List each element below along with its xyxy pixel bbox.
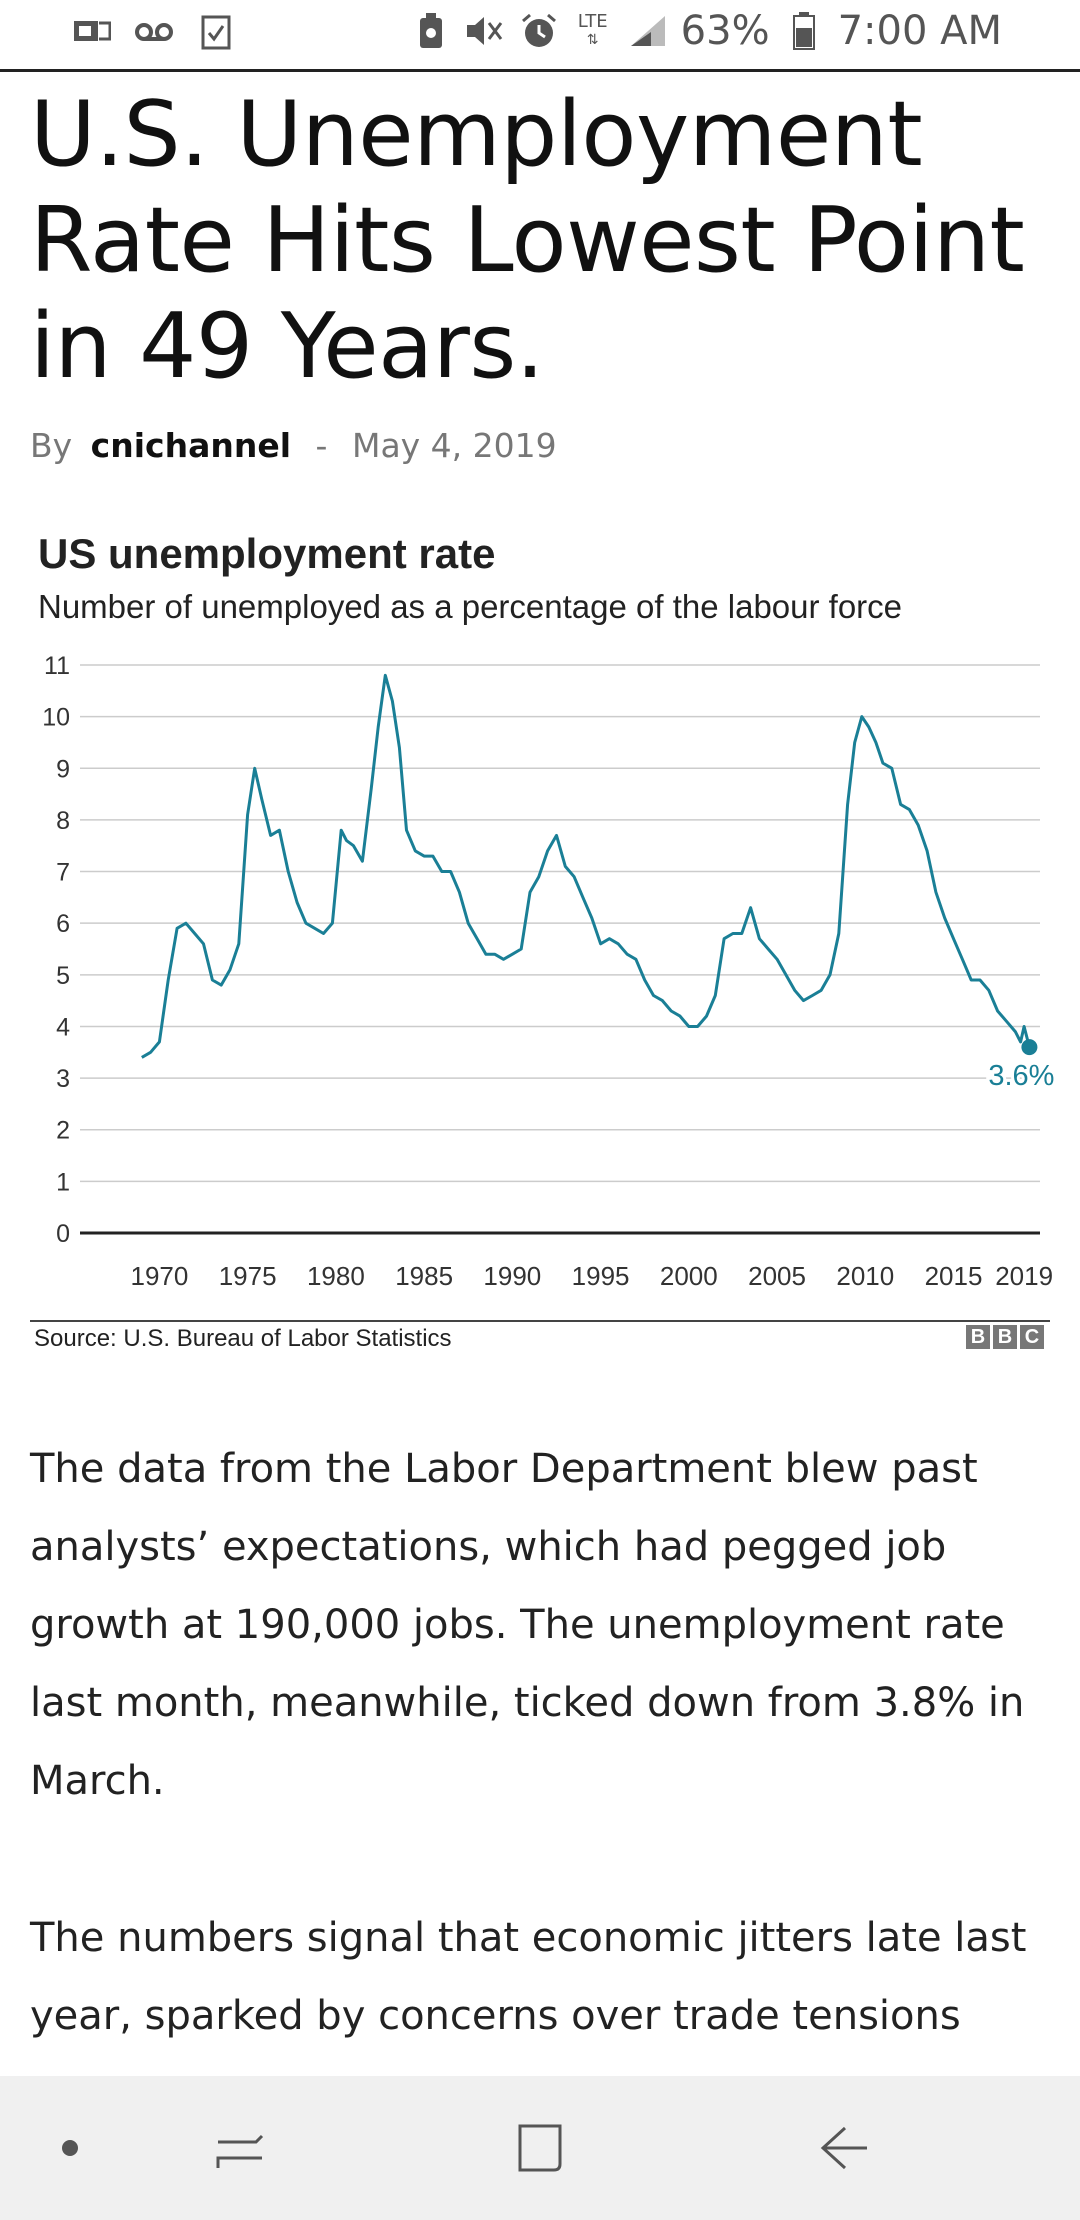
y-tick-label: 4 bbox=[56, 1013, 70, 1041]
y-tick-label: 10 bbox=[42, 704, 70, 732]
x-tick-label: 2019 bbox=[995, 1261, 1053, 1291]
lte-icon: LTE ⇅ bbox=[577, 11, 608, 49]
x-tick-label: 2015 bbox=[925, 1261, 983, 1291]
x-tick-label: 1975 bbox=[219, 1261, 277, 1291]
signal-icon bbox=[627, 11, 667, 51]
back-icon[interactable] bbox=[795, 2076, 895, 2220]
chart-bottom-rule bbox=[30, 1320, 1050, 1322]
x-tick-label: 1995 bbox=[572, 1261, 630, 1291]
article-headline: U.S. Unemployment Rate Hits Lowest Point… bbox=[30, 82, 1025, 399]
y-tick-label: 11 bbox=[44, 652, 70, 680]
byline-separator: - bbox=[315, 426, 328, 465]
dot-indicator-icon[interactable] bbox=[40, 2076, 100, 2220]
y-tick-label: 7 bbox=[56, 859, 70, 887]
clock: 7:00 AM bbox=[837, 8, 1002, 54]
x-tick-label: 1985 bbox=[395, 1261, 453, 1291]
alarm-icon bbox=[519, 11, 559, 51]
y-tick-label: 3 bbox=[56, 1065, 70, 1093]
y-tick-label: 6 bbox=[56, 910, 70, 938]
x-tick-label: 2010 bbox=[836, 1261, 894, 1291]
logo-letter: B bbox=[966, 1325, 990, 1349]
publish-date: May 4, 2019 bbox=[351, 426, 557, 465]
battery-icon bbox=[784, 11, 824, 51]
home-icon[interactable] bbox=[490, 2076, 590, 2220]
y-tick-label: 2 bbox=[56, 1117, 70, 1145]
bbc-logo: B B C bbox=[966, 1325, 1044, 1349]
navigation-bar bbox=[0, 2076, 1080, 2220]
by-label: By bbox=[30, 426, 73, 465]
y-tick-label: 9 bbox=[56, 755, 70, 783]
chart-title: US unemployment rate bbox=[38, 530, 496, 577]
y-tick-label: 1 bbox=[56, 1168, 70, 1196]
latest-point bbox=[1021, 1039, 1038, 1056]
x-tick-label: 1970 bbox=[130, 1261, 188, 1291]
x-tick-label: 2005 bbox=[748, 1261, 806, 1291]
y-tick-label: 0 bbox=[56, 1220, 70, 1248]
x-tick-label: 1990 bbox=[483, 1261, 541, 1291]
chart-subtitle: Number of unemployed as a percentage of … bbox=[38, 588, 903, 625]
unemployment-line bbox=[141, 673, 1031, 1059]
logo-letter: B bbox=[993, 1325, 1017, 1349]
y-tick-label: 5 bbox=[56, 962, 70, 990]
battery-percent: 63% bbox=[680, 8, 770, 54]
image-message-icon bbox=[72, 12, 112, 52]
recent-apps-icon[interactable] bbox=[190, 2076, 290, 2220]
chart-source: Source: U.S. Bureau of Labor Statistics bbox=[34, 1325, 452, 1352]
author-link[interactable]: cnichannel bbox=[90, 426, 292, 465]
voicemail-icon bbox=[134, 12, 174, 52]
battery-saver-icon bbox=[411, 11, 451, 51]
latest-value-label: 3.6% bbox=[988, 1060, 1054, 1092]
task-check-icon bbox=[196, 12, 236, 52]
article-paragraph: The data from the Labor Department blew … bbox=[30, 1446, 1025, 1804]
logo-letter: C bbox=[1020, 1325, 1044, 1349]
mute-icon bbox=[465, 11, 505, 51]
article-paragraph: The numbers signal that economic jitters… bbox=[30, 1915, 1027, 2117]
y-tick-label: 8 bbox=[56, 807, 70, 835]
x-tick-label: 1980 bbox=[307, 1261, 365, 1291]
byline: By cnichannel - May 4, 2019 bbox=[30, 426, 557, 465]
x-tick-label: 2000 bbox=[660, 1261, 718, 1291]
status-bar: LTE ⇅ 63% 7:00 AM bbox=[0, 0, 1080, 72]
